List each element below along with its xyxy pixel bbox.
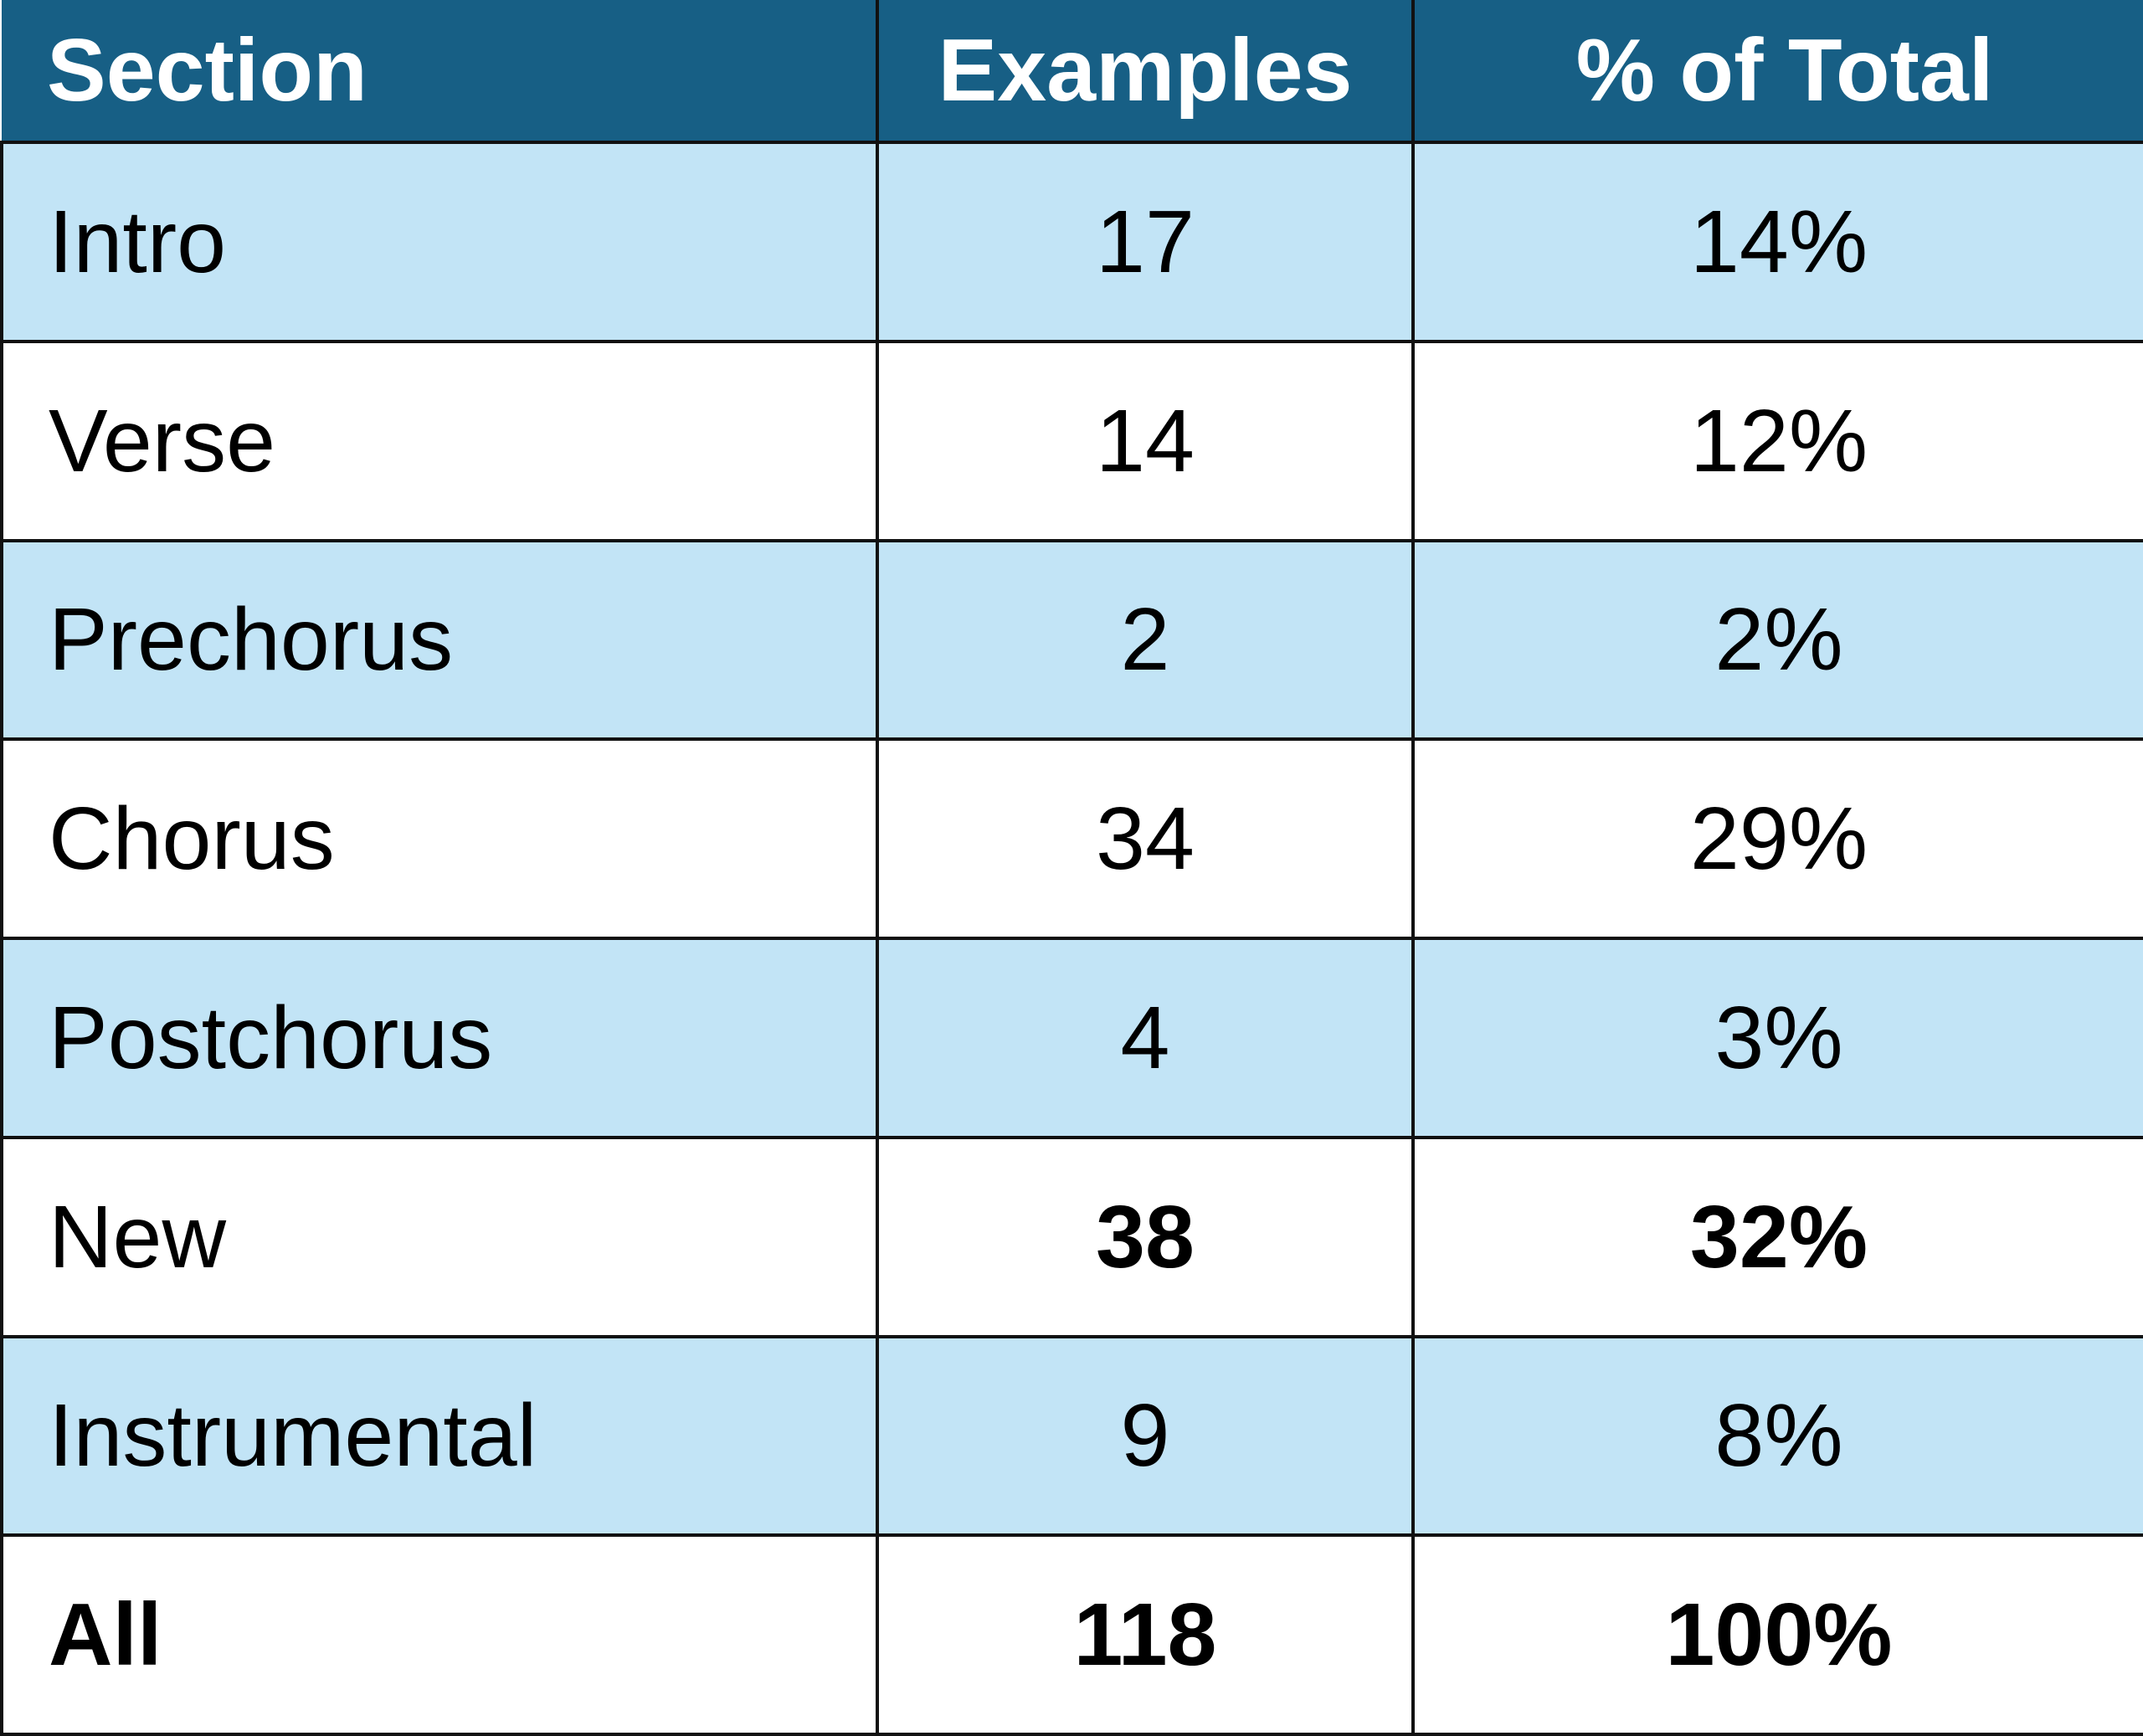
- header-row: Section Examples % of Total: [2, 0, 2143, 144]
- table-row: Postchorus 4 3%: [0, 937, 2143, 1139]
- cell-percent: 2%: [1411, 538, 2143, 742]
- cell-percent: 100%: [1411, 1533, 2143, 1736]
- cell-section: Verse: [0, 339, 879, 542]
- header-section: Section: [2, 0, 879, 144]
- cell-percent: 8%: [1411, 1334, 2143, 1538]
- cell-section: New: [0, 1135, 879, 1338]
- header-percent: % of Total: [1411, 0, 2143, 144]
- table-row: New 38 32%: [0, 1135, 2143, 1338]
- cell-section: Intro: [0, 141, 879, 343]
- cell-examples: 2: [876, 538, 1415, 742]
- table-body: Intro 17 14% Verse 14 12% Prechorus 2 2%…: [0, 141, 2143, 1736]
- cell-examples: 4: [876, 937, 1415, 1139]
- cell-examples: 34: [876, 737, 1415, 940]
- cell-examples: 14: [876, 339, 1415, 542]
- cell-percent: 3%: [1411, 937, 2143, 1139]
- cell-examples: 38: [876, 1135, 1415, 1338]
- cell-section: All: [0, 1533, 879, 1736]
- table-row-total: All 118 100%: [0, 1533, 2143, 1736]
- cell-examples: 17: [876, 141, 1415, 343]
- cell-examples: 9: [876, 1334, 1415, 1538]
- cell-section: Chorus: [0, 737, 879, 940]
- cell-percent: 12%: [1411, 339, 2143, 542]
- cell-examples: 118: [876, 1533, 1415, 1736]
- cell-percent: 14%: [1411, 141, 2143, 343]
- table-row: Chorus 34 29%: [0, 737, 2143, 940]
- table-header: Section Examples % of Total: [2, 0, 2143, 144]
- table-row: Verse 14 12%: [0, 339, 2143, 542]
- header-examples: Examples: [876, 0, 1415, 144]
- cell-section: Prechorus: [0, 538, 879, 742]
- cell-section: Instrumental: [0, 1334, 879, 1538]
- cell-percent: 32%: [1411, 1135, 2143, 1338]
- table-row: Instrumental 9 8%: [0, 1334, 2143, 1538]
- table-row: Intro 17 14%: [0, 141, 2143, 343]
- cell-section: Postchorus: [0, 937, 879, 1139]
- table-row: Prechorus 2 2%: [0, 538, 2143, 742]
- cell-percent: 29%: [1411, 737, 2143, 940]
